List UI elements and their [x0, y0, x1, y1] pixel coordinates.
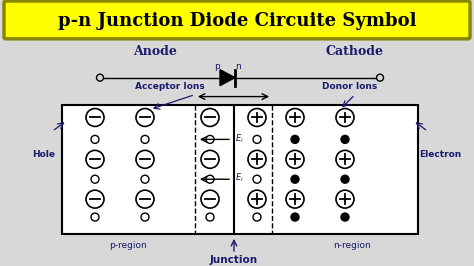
Circle shape [291, 135, 299, 143]
Text: Donor Ions: Donor Ions [322, 82, 378, 91]
Text: p-region: p-region [109, 242, 147, 250]
Text: Junction: Junction [210, 255, 258, 265]
Text: Anode: Anode [133, 45, 177, 58]
Text: p-n Junction Diode Circuite Symbol: p-n Junction Diode Circuite Symbol [58, 12, 416, 30]
Circle shape [341, 175, 349, 183]
Text: Hole: Hole [33, 150, 55, 159]
Circle shape [291, 213, 299, 221]
FancyBboxPatch shape [4, 1, 470, 39]
Circle shape [341, 213, 349, 221]
Text: n: n [235, 62, 241, 71]
Text: $E_i$: $E_i$ [235, 172, 244, 185]
Circle shape [291, 175, 299, 183]
Text: Electron: Electron [419, 150, 461, 159]
Bar [62, 105, 418, 234]
Text: Cathode: Cathode [326, 45, 384, 58]
Circle shape [341, 135, 349, 143]
Text: $E_i$: $E_i$ [235, 132, 244, 145]
Text: n-region: n-region [333, 242, 371, 250]
Text: p: p [214, 62, 220, 71]
Text: Acceptor Ions: Acceptor Ions [135, 82, 205, 91]
Polygon shape [220, 70, 235, 86]
